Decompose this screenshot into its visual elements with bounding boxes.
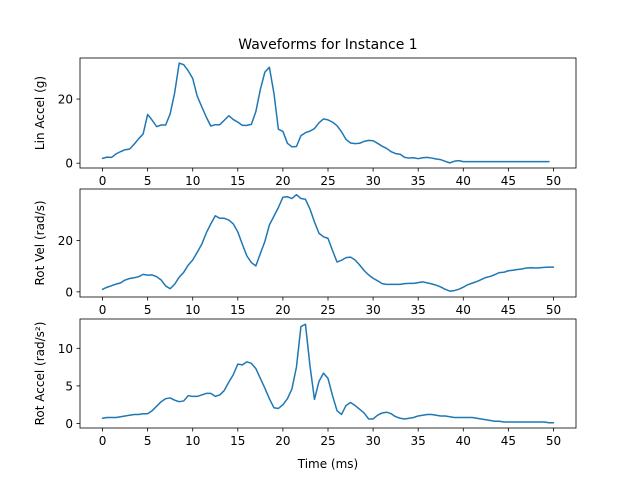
x-tick-label: 45 [501,174,516,188]
x-tick-label: 40 [456,303,471,317]
x-tick-label: 15 [230,174,245,188]
x-tick-label: 20 [275,174,290,188]
y-tick-label: 20 [58,93,73,107]
series-line [101,62,550,164]
x-tick-label: 30 [365,434,380,448]
x-tick-label: 40 [456,434,471,448]
y-tick-label: 10 [58,342,73,356]
y-tick-label: 0 [65,285,73,299]
x-tick-label: 40 [456,174,471,188]
subplot-3: 0 5 10 15 20 25 30 35 40 45 50 0 5 10 Rot Accel (rad/s… [33,318,577,448]
y-tick-label: 20 [58,234,73,248]
axes-frame [79,188,577,298]
x-tick-label: 10 [185,434,200,448]
y-tick-label: 5 [65,379,73,393]
chart-title: Waveforms for Instance 1 [238,37,417,53]
y-axis-label: Rot Vel (rad/s) [33,200,47,285]
axes-frame [79,57,577,169]
x-tick-label: 0 [99,434,107,448]
x-tick-label: 10 [185,174,200,188]
x-tick-label: 50 [546,434,561,448]
x-tick-label: 50 [546,303,561,317]
x-tick-label: 15 [230,303,245,317]
x-tick-label: 45 [501,303,516,317]
x-tick-label: 25 [320,303,335,317]
x-tick-label: 30 [365,303,380,317]
x-tick-label: 45 [501,434,516,448]
axes-frame [79,318,577,429]
x-tick-label: 35 [411,303,426,317]
subplot-2: 0 5 10 15 20 25 30 35 40 45 50 0 20 Rot Vel (rad/s) [33,188,577,317]
x-tick-label: 30 [365,174,380,188]
y-axis-label: Rot Accel (rad/s²) [33,322,47,426]
series-line [101,323,555,424]
subplot-1: 0 5 10 15 20 25 30 35 40 45 50 0 20 Lin Accel (g) [33,57,577,188]
x-tick-label: 5 [144,174,152,188]
x-tick-label: 25 [320,434,335,448]
x-tick-label: 25 [320,174,335,188]
x-tick-label: 10 [185,303,200,317]
x-tick-label: 0 [99,174,107,188]
x-tick-label: 50 [546,174,561,188]
x-tick-label: 35 [411,434,426,448]
y-axis-label: Lin Accel (g) [33,76,47,150]
y-tick-label: 0 [65,157,73,171]
series-line [101,193,555,292]
x-tick-label: 5 [144,434,152,448]
x-tick-label: 5 [144,303,152,317]
x-tick-label: 20 [275,434,290,448]
y-tick-label: 0 [65,417,73,431]
x-tick-label: 0 [99,303,107,317]
x-tick-label: 20 [275,303,290,317]
x-tick-label: 15 [230,434,245,448]
x-tick-label: 35 [411,174,426,188]
x-axis-label: Time (ms) [297,457,359,471]
